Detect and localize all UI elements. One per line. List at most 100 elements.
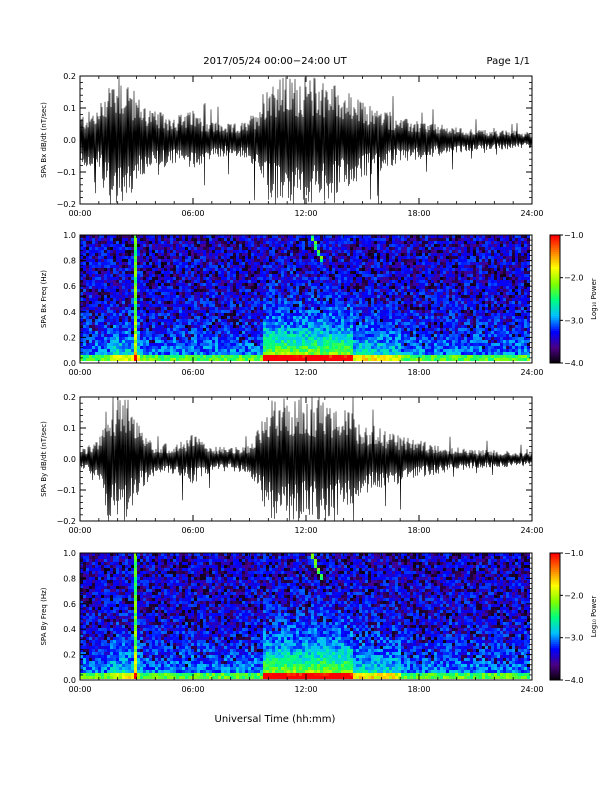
- spectrogram-cell: [338, 295, 341, 298]
- spectrogram-cell: [188, 319, 191, 322]
- spectrogram-cell: [398, 352, 401, 355]
- spectrogram-cell: [209, 298, 212, 301]
- spectrogram-cell: [407, 289, 410, 292]
- spectrogram-cell: [347, 325, 350, 328]
- spectrogram-cell: [371, 331, 374, 334]
- spectrogram-cell: [188, 250, 191, 253]
- spectrogram-cell: [254, 298, 257, 301]
- spectrogram-cell: [290, 310, 293, 313]
- spectrogram-cell: [92, 301, 95, 304]
- spectrogram-cell: [404, 256, 407, 259]
- spectrogram-cell: [359, 283, 362, 286]
- spectrogram-cell: [128, 358, 131, 361]
- spectrogram-cell: [422, 313, 425, 316]
- spectrogram-cell: [425, 280, 428, 283]
- spectrogram-cell: [266, 277, 269, 280]
- spectrogram-cell: [413, 247, 416, 250]
- spectrogram-cell: [245, 313, 248, 316]
- spectrogram-cell: [365, 280, 368, 283]
- spectrogram-cell: [293, 247, 296, 250]
- spectrogram-cell: [254, 358, 257, 361]
- spectrogram-cell: [347, 301, 350, 304]
- spectrogram-cell: [101, 280, 104, 283]
- spectrogram-cell: [170, 271, 173, 274]
- spectrogram-cell: [89, 337, 92, 340]
- spectrogram-cell: [113, 328, 116, 331]
- spectrogram-cell: [155, 244, 158, 247]
- spectrogram-cell: [239, 295, 242, 298]
- spectrogram-cell: [368, 295, 371, 298]
- spectrogram-cell: [230, 268, 233, 271]
- spectrogram-cell: [422, 286, 425, 289]
- spectrogram-cell: [368, 289, 371, 292]
- spectrogram-cell: [362, 331, 365, 334]
- spectrogram-cell: [389, 295, 392, 298]
- spectrogram-cell: [422, 346, 425, 349]
- spectrogram-cell: [407, 352, 410, 355]
- spectrogram-cell: [155, 316, 158, 319]
- spectrogram-cell: [308, 280, 311, 283]
- spectrogram-cell: [119, 241, 122, 244]
- spectrogram-cell: [131, 307, 134, 310]
- spectrogram-cell: [425, 346, 428, 349]
- spectrogram-cell: [254, 325, 257, 328]
- spectrogram-cell: [308, 256, 311, 259]
- spectrogram-cell: [122, 241, 125, 244]
- spectrogram-cell: [107, 259, 110, 262]
- spectrogram-cell: [332, 334, 335, 337]
- spectrogram-cell: [404, 340, 407, 343]
- spectrogram-cell: [167, 268, 170, 271]
- spectrogram-cell: [389, 352, 392, 355]
- spectrogram-cell: [353, 328, 356, 331]
- spectrogram-cell: [170, 328, 173, 331]
- spectrogram-cell: [179, 304, 182, 307]
- spectrogram-cell: [158, 292, 161, 295]
- spectrogram-cell: [158, 349, 161, 352]
- spectrogram-cell: [245, 355, 248, 358]
- spectrogram-cell: [329, 301, 332, 304]
- spectrogram-cell: [317, 277, 320, 280]
- spectrogram-cell: [122, 322, 125, 325]
- spectrogram-cell: [272, 307, 275, 310]
- spectrogram-cell: [113, 319, 116, 322]
- spectrogram-cell: [407, 265, 410, 268]
- spectrogram-cell: [320, 256, 323, 259]
- spectrogram-cell: [191, 280, 194, 283]
- spectrogram-cell: [107, 292, 110, 295]
- spectrogram-cell: [311, 325, 314, 328]
- spectrogram-cell: [296, 331, 299, 334]
- spectrogram-cell: [374, 250, 377, 253]
- spectrogram-cell: [260, 319, 263, 322]
- spectrogram-cell: [317, 286, 320, 289]
- spectrogram-cell: [92, 262, 95, 265]
- spectrogram-cell: [287, 289, 290, 292]
- spectrogram-cell: [398, 289, 401, 292]
- spectrogram-cell: [233, 244, 236, 247]
- spectrogram-cell: [212, 283, 215, 286]
- spectrogram-cell: [419, 343, 422, 346]
- spectrogram-cell: [353, 253, 356, 256]
- spectrogram-cell: [323, 346, 326, 349]
- spectrogram-cell: [371, 316, 374, 319]
- spectrogram-cell: [92, 253, 95, 256]
- spectrogram-cell: [110, 271, 113, 274]
- spectrogram-cell: [260, 250, 263, 253]
- spectrogram-cell: [158, 319, 161, 322]
- spectrogram-cell: [95, 280, 98, 283]
- spectrogram-cell: [314, 340, 317, 343]
- spectrogram-cell: [404, 253, 407, 256]
- spectrogram-cell: [251, 244, 254, 247]
- spectrogram-cell: [167, 271, 170, 274]
- spectrogram-cell: [194, 268, 197, 271]
- spectrogram-cell: [377, 340, 380, 343]
- spectrogram-cell: [155, 331, 158, 334]
- spectrogram-cell: [299, 301, 302, 304]
- spectrogram-cell: [221, 259, 224, 262]
- spectrogram-cell: [176, 298, 179, 301]
- spectrogram-cell: [296, 295, 299, 298]
- spectrogram-cell: [167, 244, 170, 247]
- spectrogram-cell: [179, 355, 182, 358]
- spectrogram-cell: [101, 340, 104, 343]
- spectrogram-cell: [275, 304, 278, 307]
- spectrogram-cell: [383, 238, 386, 241]
